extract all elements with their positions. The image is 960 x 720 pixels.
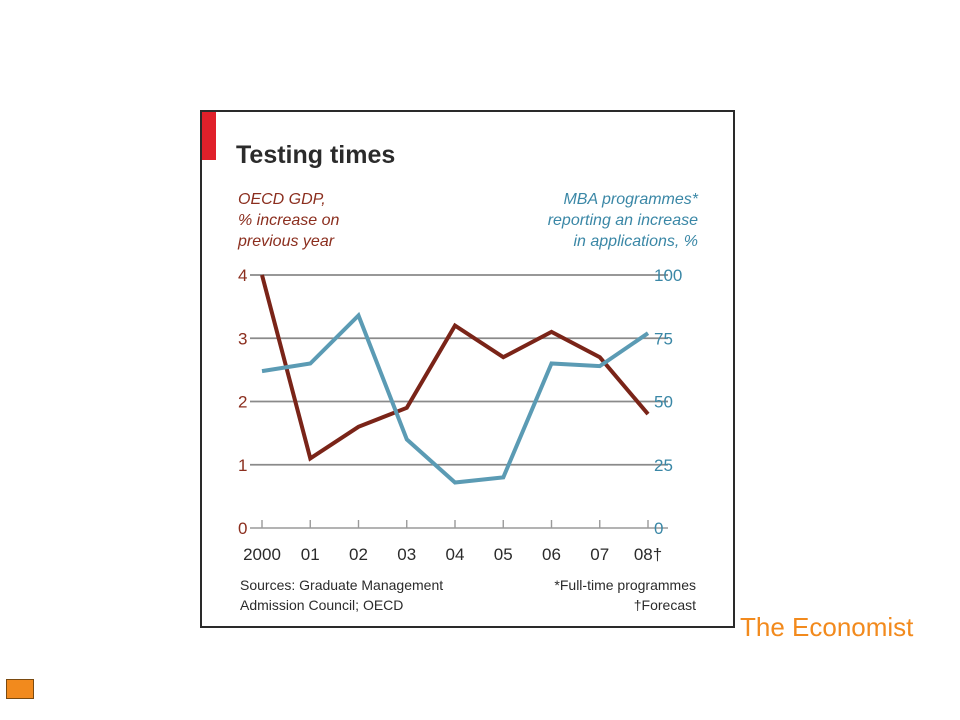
x-tick-label: 01 [301, 545, 320, 564]
left-axis-label-line: % increase on [238, 212, 339, 229]
sources-line: Sources: Graduate Management [240, 577, 443, 593]
right-axis-label-line: MBA programmes* [563, 191, 698, 208]
chart-title: Testing times [236, 141, 395, 169]
x-tick-label: 07 [590, 545, 609, 564]
x-tick-label: 2000 [243, 545, 281, 564]
right-axis-label-line: reporting an increase [548, 212, 698, 229]
left-axis-label: OECD GDP, % increase on previous year [237, 191, 339, 250]
right-y-tick-label: 75 [654, 329, 673, 348]
mba-series-line [261, 311, 650, 485]
right-y-tick-label: 0 [654, 519, 663, 538]
footnotes: *Full-time programmes †Forecast [554, 577, 696, 613]
left-y-tick-label: 0 [238, 519, 247, 538]
left-y-tick-label: 1 [238, 456, 247, 475]
x-tick-label: 02 [349, 545, 368, 564]
chart-svg: Testing times OECD GDP, % increase on pr… [202, 112, 699, 613]
left-axis-label-line: previous year [237, 233, 335, 250]
x-tick-label: 04 [446, 545, 465, 564]
source-credit: The Economist [740, 612, 914, 642]
right-y-tick-label: 100 [654, 266, 682, 285]
left-y-tick-label: 2 [238, 393, 247, 412]
footnote-line: *Full-time programmes [554, 577, 696, 593]
x-tick-label: 08† [634, 545, 662, 564]
sources-note: Sources: Graduate Management Admission C… [240, 577, 443, 613]
left-y-tick-label: 3 [238, 329, 247, 348]
accent-bar [202, 112, 216, 160]
x-tick-label: 06 [542, 545, 561, 564]
grid-layer [250, 274, 668, 529]
x-tick-label: 03 [397, 545, 416, 564]
right-axis-label-line: in applications, % [573, 233, 698, 250]
series-layer [260, 274, 650, 485]
sources-line: Admission Council; OECD [240, 597, 403, 613]
footnote-line: †Forecast [634, 597, 696, 613]
left-y-tick-label: 4 [238, 266, 247, 285]
right-axis-label: MBA programmes* reporting an increase in… [548, 191, 699, 250]
slide-marker [6, 679, 34, 699]
left-axis-label-line: OECD GDP, [238, 191, 326, 208]
right-y-tick-label: 50 [654, 393, 673, 412]
right-y-tick-label: 25 [654, 456, 673, 475]
chart-frame: Testing times OECD GDP, % increase on pr… [200, 110, 735, 628]
x-tick-label: 05 [494, 545, 513, 564]
